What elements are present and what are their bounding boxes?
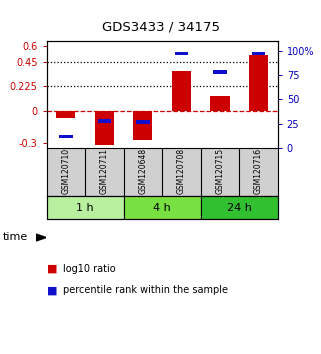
Bar <box>172 71 191 111</box>
Text: GSM120710: GSM120710 <box>61 148 70 194</box>
Text: ■: ■ <box>47 285 57 295</box>
Text: GSM120648: GSM120648 <box>138 148 147 194</box>
Text: GDS3433 / 34175: GDS3433 / 34175 <box>101 20 220 33</box>
Bar <box>249 55 268 111</box>
Text: time: time <box>3 232 29 242</box>
Bar <box>124 196 201 219</box>
Text: GSM120715: GSM120715 <box>215 148 224 194</box>
Bar <box>252 52 265 55</box>
Bar <box>59 135 73 138</box>
Text: log10 ratio: log10 ratio <box>63 264 115 274</box>
Text: percentile rank within the sample: percentile rank within the sample <box>63 285 228 295</box>
Bar <box>56 111 75 118</box>
Text: 1 h: 1 h <box>76 202 94 213</box>
Bar <box>210 96 230 111</box>
Text: GSM120711: GSM120711 <box>100 148 109 194</box>
Text: 4 h: 4 h <box>153 202 171 213</box>
Bar <box>98 119 111 123</box>
Bar <box>213 70 227 74</box>
Bar <box>95 111 114 145</box>
Bar <box>133 111 152 140</box>
Bar <box>136 120 150 124</box>
Polygon shape <box>36 234 46 241</box>
Text: GSM120716: GSM120716 <box>254 148 263 194</box>
Bar <box>201 196 278 219</box>
Text: 24 h: 24 h <box>227 202 252 213</box>
Bar <box>175 52 188 55</box>
Text: GSM120708: GSM120708 <box>177 148 186 194</box>
Text: ■: ■ <box>47 264 57 274</box>
Bar <box>47 196 124 219</box>
